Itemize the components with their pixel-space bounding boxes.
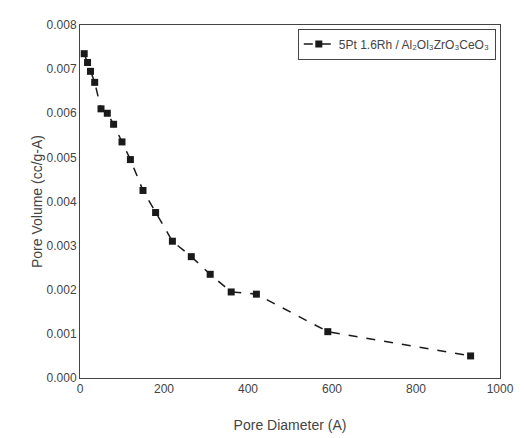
svg-text:1000: 1000 — [487, 382, 514, 396]
svg-text:400: 400 — [238, 382, 258, 396]
svg-text:600: 600 — [322, 382, 342, 396]
svg-text:800: 800 — [406, 382, 426, 396]
svg-text:0.007: 0.007 — [47, 62, 77, 76]
svg-text:5Pt 1.6Rh / Al₂Ol₃ZrO₃CeO₃: 5Pt 1.6Rh / Al₂Ol₃ZrO₃CeO₃ — [339, 38, 489, 52]
svg-text:0.005: 0.005 — [47, 151, 77, 165]
svg-text:0.004: 0.004 — [47, 195, 77, 209]
svg-text:Pore Diameter (A): Pore Diameter (A) — [234, 417, 347, 433]
svg-text:0.006: 0.006 — [47, 106, 77, 120]
svg-text:0: 0 — [77, 382, 84, 396]
svg-text:0.001: 0.001 — [47, 327, 77, 341]
svg-text:0.003: 0.003 — [47, 239, 77, 253]
svg-text:0.008: 0.008 — [47, 18, 77, 32]
svg-text:0.002: 0.002 — [47, 283, 77, 297]
svg-text:Pore Volume (cc/g-A): Pore Volume (cc/g-A) — [29, 135, 45, 268]
svg-text:200: 200 — [154, 382, 174, 396]
svg-text:0.000: 0.000 — [47, 371, 77, 385]
